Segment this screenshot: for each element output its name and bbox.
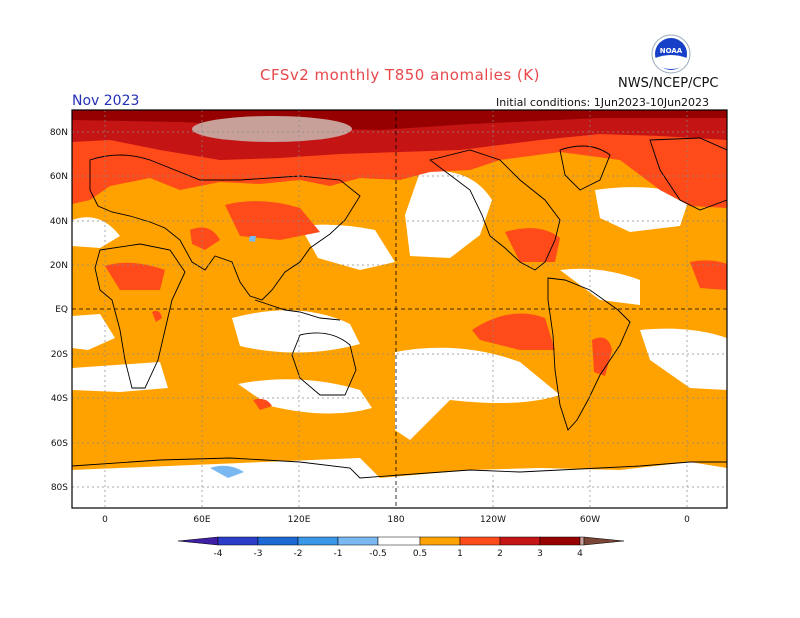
lon-label: 120E: [288, 515, 311, 525]
lat-labels: 80N 60N 40N 20N EQ 20S 40S 60S 80S: [50, 128, 68, 493]
colorbar-arrow-high: [583, 536, 625, 546]
graticule: [72, 110, 727, 508]
lat-label: 40N: [50, 217, 68, 227]
lat-label: 80N: [50, 128, 68, 138]
colorbar-segment: [539, 536, 581, 546]
lon-label: 180: [387, 515, 404, 525]
lon-label: 120W: [480, 515, 506, 525]
colorbar: [177, 536, 625, 546]
colorbar-label: 3: [537, 549, 543, 559]
colorbar-segment: [217, 536, 259, 546]
lat-label: 40S: [51, 394, 68, 404]
lat-label: 60N: [50, 172, 68, 182]
colorbar-label: 2: [497, 549, 503, 559]
lon-labels: 0 60E 120E 180 120W 60W 0: [102, 515, 690, 525]
colorbar-label: -3: [254, 549, 263, 559]
svg-text:NOAA: NOAA: [660, 47, 683, 55]
colorbar-segment: [257, 536, 299, 546]
colorbar-segment: [419, 536, 461, 546]
colorbar-segment: [297, 536, 339, 546]
colorbar-arrow-low: [177, 536, 219, 546]
map-frame: [71, 109, 728, 509]
lat-label: 80S: [51, 483, 68, 493]
agency-label: NWS/NCEP/CPC: [618, 76, 719, 91]
colorbar-label: 0.5: [413, 549, 427, 559]
colorbar-segment: [499, 536, 541, 546]
lon-label: 60E: [193, 515, 210, 525]
colorbar-label: -0.5: [369, 549, 387, 559]
lon-label: 0: [684, 515, 690, 525]
lat-label: EQ: [55, 305, 68, 315]
lon-label: 0: [102, 515, 108, 525]
colorbar-segment: [579, 536, 585, 546]
colorbar-label: -1: [334, 549, 343, 559]
chart-title: CFSv2 monthly T850 anomalies (K): [260, 66, 540, 84]
colorbar-label: -2: [294, 549, 303, 559]
colorbar-labels: -4 -3 -2 -1 -0.5 0.5 1 2 3 4: [214, 549, 584, 559]
colorbar-segment: [459, 536, 501, 546]
lat-label: 20N: [50, 261, 68, 271]
noaa-logo-icon: NOAA: [651, 34, 691, 74]
colorbar-segment: [377, 536, 421, 546]
colorbar-label: -4: [214, 549, 223, 559]
forecast-month: Nov 2023: [72, 93, 140, 109]
lat-label: 60S: [51, 439, 68, 449]
coastlines: [72, 137, 727, 479]
colorbar-segment: [337, 536, 379, 546]
colorbar-label: 4: [577, 549, 583, 559]
colorbar-label: 1: [457, 549, 463, 559]
lat-label: 20S: [51, 350, 68, 360]
lon-label: 60W: [580, 515, 600, 525]
initial-conditions: Initial conditions: 1Jun2023-10Jun2023: [496, 96, 710, 109]
